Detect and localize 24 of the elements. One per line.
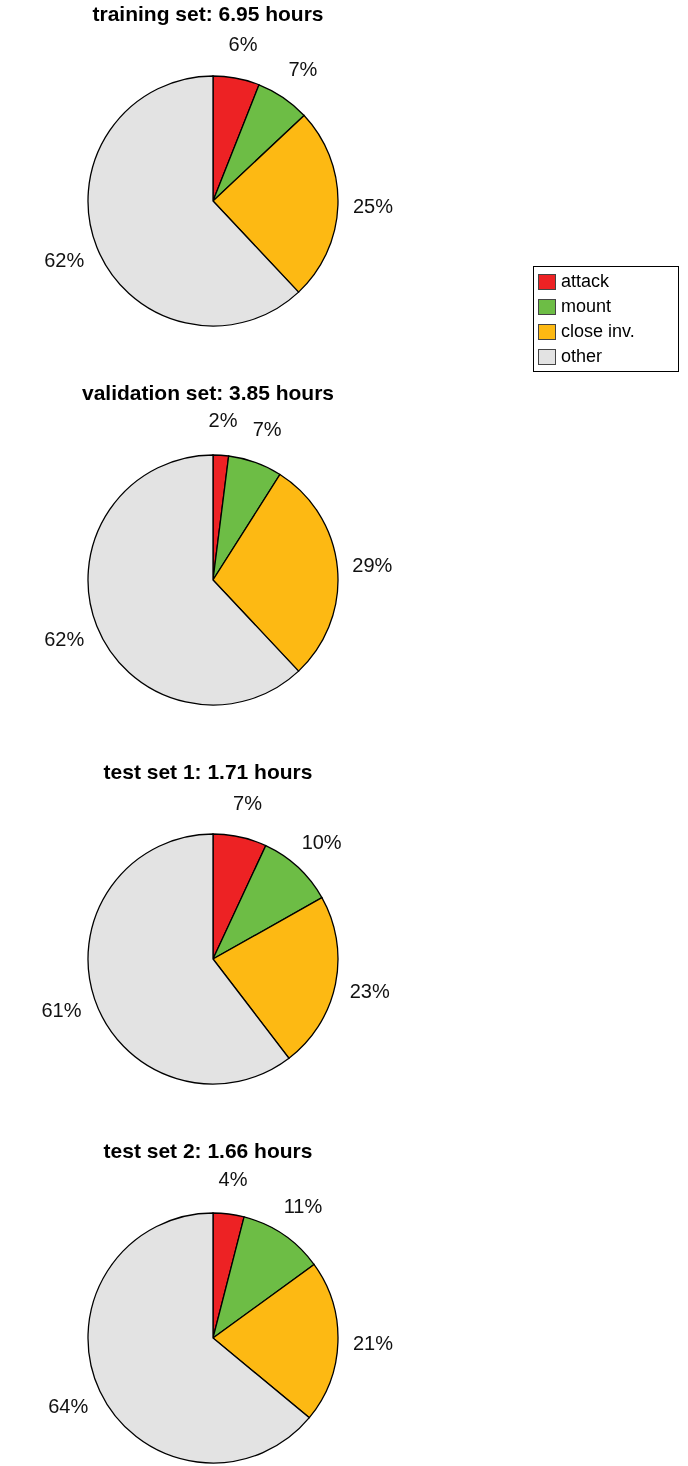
data-label: 7% bbox=[288, 57, 318, 80]
legend-label: mount bbox=[561, 295, 612, 318]
chart-title: test set 2: 1.66 hours bbox=[102, 1139, 314, 1163]
data-label: 21% bbox=[352, 1332, 394, 1355]
data-label: 10% bbox=[301, 830, 342, 853]
data-label: 7% bbox=[252, 418, 282, 441]
chart-title: test set 1: 1.71 hours bbox=[102, 760, 314, 784]
chart-title: validation set: 3.85 hours bbox=[80, 381, 336, 405]
data-label: 62% bbox=[44, 248, 85, 271]
data-label: 7% bbox=[233, 791, 263, 814]
data-label: 23% bbox=[349, 980, 390, 1003]
data-label: 61% bbox=[41, 999, 82, 1022]
data-label: 62% bbox=[44, 627, 85, 650]
data-label: 4% bbox=[218, 1168, 248, 1191]
data-label: 64% bbox=[48, 1395, 89, 1418]
data-label: 11% bbox=[283, 1194, 323, 1217]
chart-title: training set: 6.95 hours bbox=[91, 2, 325, 26]
data-label: 2% bbox=[208, 409, 238, 432]
data-label: 25% bbox=[352, 195, 394, 218]
legend-label: attack bbox=[561, 270, 610, 293]
legend-label: other bbox=[561, 345, 603, 368]
data-label: 6% bbox=[228, 32, 258, 55]
data-label: 29% bbox=[352, 553, 393, 576]
legend-label: close inv. bbox=[561, 320, 635, 343]
